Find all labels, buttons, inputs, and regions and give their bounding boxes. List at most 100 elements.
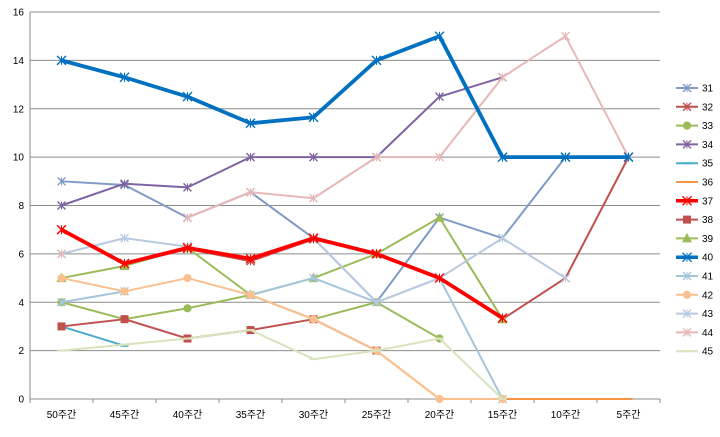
legend-entry-45: 45 [676, 347, 714, 358]
data-point-marker [246, 187, 255, 197]
data-point-marker [371, 248, 382, 259]
series-line [61, 156, 629, 304]
data-point-marker [120, 233, 129, 243]
data-point-marker [183, 213, 192, 223]
data-point-marker [498, 72, 507, 82]
series-43 [57, 233, 570, 307]
legend-label: 37 [702, 196, 714, 207]
y-tick-label: 10 [13, 153, 25, 164]
legend-entry-37: 37 [676, 195, 714, 207]
data-point-marker [371, 55, 382, 66]
data-point-marker [56, 55, 67, 66]
y-tick-label: 4 [18, 298, 24, 309]
data-point-marker [682, 309, 692, 319]
data-point-marker [682, 252, 692, 263]
y-tick-label: 0 [18, 395, 24, 406]
data-point-marker [245, 253, 256, 264]
data-point-marker [183, 304, 192, 313]
data-point-marker [560, 152, 571, 163]
data-point-marker [57, 249, 66, 259]
y-tick-label: 8 [18, 201, 24, 212]
series-line [61, 76, 503, 207]
data-point-marker [309, 193, 318, 203]
data-point-marker [623, 152, 634, 163]
legend-entry-33: 33 [676, 121, 714, 132]
data-point-marker [56, 224, 67, 235]
y-tick-label: 2 [18, 346, 24, 357]
legend-entry-35: 35 [676, 159, 714, 170]
legend-label: 38 [702, 215, 714, 226]
x-tick-label: 30주간 [299, 409, 329, 421]
y-tick-label: 12 [13, 104, 25, 115]
legend-entry-36: 36 [676, 178, 714, 189]
x-tick-label: 20주간 [425, 409, 455, 421]
series-line [187, 35, 630, 219]
legend: 31 32 33 34 35 36 37 38 39 40 41 42 43 44 45 [676, 84, 714, 358]
data-point-marker [498, 233, 507, 243]
data-point-marker [435, 394, 444, 404]
data-point-marker [309, 315, 318, 324]
series-line [61, 156, 630, 321]
data-point-marker [120, 287, 129, 296]
data-point-marker [182, 242, 193, 253]
series-line [60, 228, 504, 320]
data-point-marker [561, 31, 570, 41]
data-point-marker [57, 273, 66, 283]
x-tick-label: 25주간 [362, 409, 392, 421]
x-tick-label: 50주간 [47, 409, 77, 421]
legend-entry-44: 44 [676, 328, 714, 339]
legend-label: 45 [702, 347, 714, 358]
series-line [375, 349, 629, 400]
data-point-marker [119, 72, 130, 83]
data-point-marker [120, 179, 129, 189]
data-point-marker [57, 176, 66, 186]
data-point-marker [182, 91, 193, 102]
legend-entry-38: 38 [676, 215, 714, 226]
series-35 [57, 325, 129, 347]
legend-entry-40: 40 [676, 252, 714, 264]
legend-entry-39: 39 [676, 232, 714, 245]
x-tick-label: 40주간 [173, 409, 203, 421]
legend-entry-43: 43 [676, 309, 714, 320]
data-point-marker [119, 258, 130, 269]
series-36 [372, 349, 633, 400]
legend-label: 42 [702, 290, 714, 301]
data-point-marker [57, 201, 66, 210]
series-42 [57, 273, 507, 404]
data-point-marker [682, 102, 692, 112]
data-point-marker [497, 312, 508, 323]
legend-label: 35 [702, 159, 714, 170]
series-line [61, 325, 125, 347]
legend-label: 31 [702, 84, 714, 95]
series-line [61, 329, 504, 400]
legend-entry-41: 41 [676, 272, 714, 283]
axes: 0 2 4 6 8 10 12 14 16 50주간 45주간 40주간 35주간 30주간 25주간 20주… [13, 8, 661, 421]
data-point-marker [246, 290, 255, 300]
series-40 [56, 31, 634, 163]
data-point-marker [183, 182, 192, 192]
legend-entry-42: 42 [676, 290, 714, 301]
x-tick-label: 5주간 [617, 409, 641, 421]
data-point-marker [682, 271, 692, 281]
data-point-marker [683, 215, 691, 224]
legend-label: 40 [702, 253, 714, 264]
legend-entry-34: 34 [676, 140, 714, 151]
data-point-marker [434, 212, 445, 222]
legend-label: 41 [702, 272, 714, 283]
data-point-marker [434, 31, 445, 42]
gridlines [30, 11, 660, 400]
data-point-marker [57, 297, 66, 307]
data-point-marker [435, 92, 444, 102]
data-point-marker [309, 152, 318, 162]
y-tick-label: 6 [18, 249, 24, 260]
data-point-marker [245, 118, 256, 129]
y-tick-label: 16 [13, 8, 25, 19]
series-31 [57, 152, 633, 307]
series-37 [56, 224, 508, 323]
data-point-marker [434, 273, 445, 284]
series-line [61, 34, 629, 160]
legend-label: 33 [702, 121, 714, 132]
data-point-marker [682, 121, 692, 130]
data-point-marker [308, 233, 319, 244]
